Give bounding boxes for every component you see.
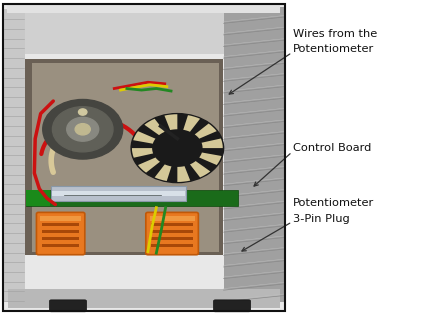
Wedge shape (154, 164, 171, 181)
Text: Potentiometer: Potentiometer (293, 198, 374, 208)
Circle shape (75, 123, 90, 135)
Circle shape (154, 131, 200, 165)
Wedge shape (195, 123, 216, 139)
FancyBboxPatch shape (49, 300, 87, 312)
Bar (26, 190, 238, 206)
Bar (51, 186, 186, 201)
FancyBboxPatch shape (36, 212, 85, 255)
Wedge shape (138, 158, 160, 173)
FancyBboxPatch shape (146, 212, 198, 255)
Wedge shape (183, 115, 200, 132)
Bar (7, 5, 280, 13)
Text: Control Board: Control Board (293, 143, 371, 153)
Bar (8, 9, 279, 54)
Bar (52, 191, 184, 196)
Wedge shape (177, 166, 190, 182)
Text: 3-Pin Plug: 3-Pin Plug (293, 214, 350, 224)
Text: Wires from the: Wires from the (293, 29, 377, 39)
Wedge shape (144, 119, 165, 135)
Wedge shape (190, 161, 210, 177)
Circle shape (67, 117, 99, 141)
Circle shape (131, 114, 224, 183)
Bar (42, 237, 79, 240)
Bar (151, 230, 193, 233)
Bar (26, 190, 50, 206)
Bar (25, 59, 223, 255)
Bar (151, 244, 193, 247)
Text: Potentiometer: Potentiometer (293, 44, 374, 54)
Bar (32, 63, 219, 252)
Wedge shape (132, 148, 153, 158)
Bar (40, 216, 81, 221)
Wedge shape (165, 114, 177, 130)
Wedge shape (202, 139, 223, 148)
Bar (42, 230, 79, 233)
Bar (224, 7, 284, 302)
Bar (3, 4, 285, 311)
Circle shape (43, 100, 123, 159)
Bar (4, 9, 25, 302)
Bar (151, 237, 193, 240)
Wedge shape (199, 152, 222, 165)
Wedge shape (133, 131, 155, 144)
Circle shape (78, 109, 87, 115)
Bar (149, 216, 195, 221)
Bar (42, 244, 79, 247)
Bar (151, 223, 193, 226)
Circle shape (52, 107, 113, 152)
FancyBboxPatch shape (214, 300, 251, 312)
Bar (3, 4, 284, 311)
Bar (8, 289, 279, 308)
Bar (42, 223, 79, 226)
